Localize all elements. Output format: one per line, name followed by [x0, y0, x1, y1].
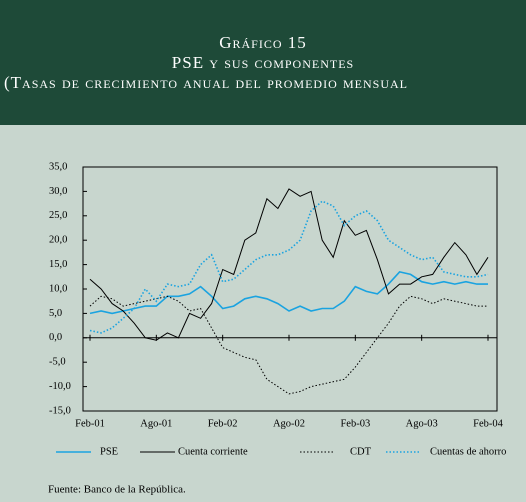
y-tick-label: 35,0: [49, 161, 67, 172]
x-tick-label: Feb-02: [208, 418, 238, 429]
x-tick-label: Feb-04: [473, 418, 503, 429]
y-tick-label: 30,0: [49, 186, 67, 197]
y-tick-label: 5,0: [49, 308, 62, 319]
legend-label: PSE: [100, 446, 118, 457]
series-line: [89, 295, 488, 395]
y-tick-label: 10,0: [49, 283, 67, 294]
chart-note: (Tasas de crecimiento anual del promedio…: [4, 73, 408, 92]
y-tick-label: 25,0: [49, 210, 67, 221]
chart-subtitle: PSE y sus componentes: [172, 53, 354, 72]
header: [0, 0, 526, 125]
y-tick-label: -10,0: [49, 381, 71, 392]
y-tick-label: -15,0: [49, 405, 71, 416]
y-tick-label: 20,0: [49, 235, 67, 246]
x-tick-label: Ago-02: [273, 418, 305, 429]
series-line: [89, 200, 489, 334]
x-tick-label: Ago-01: [140, 418, 172, 429]
y-tick-label: 15,0: [49, 259, 67, 270]
y-tick-label: -5,0: [49, 357, 66, 368]
x-tick-label: Feb-03: [340, 418, 370, 429]
y-tick-label: 0,0: [49, 332, 62, 343]
series-line: [89, 188, 489, 341]
x-tick-label: Feb-01: [75, 418, 105, 429]
legend-label: Cuenta corriente: [178, 446, 248, 457]
series-line: [89, 271, 488, 315]
chart-title: Gráfico 15: [219, 33, 307, 52]
source: Fuente: Banco de la República.: [48, 484, 186, 496]
legend-label: CDT: [350, 446, 372, 457]
x-tick-label: Ago-03: [406, 418, 438, 429]
legend-label: Cuentas de ahorro: [430, 446, 506, 457]
